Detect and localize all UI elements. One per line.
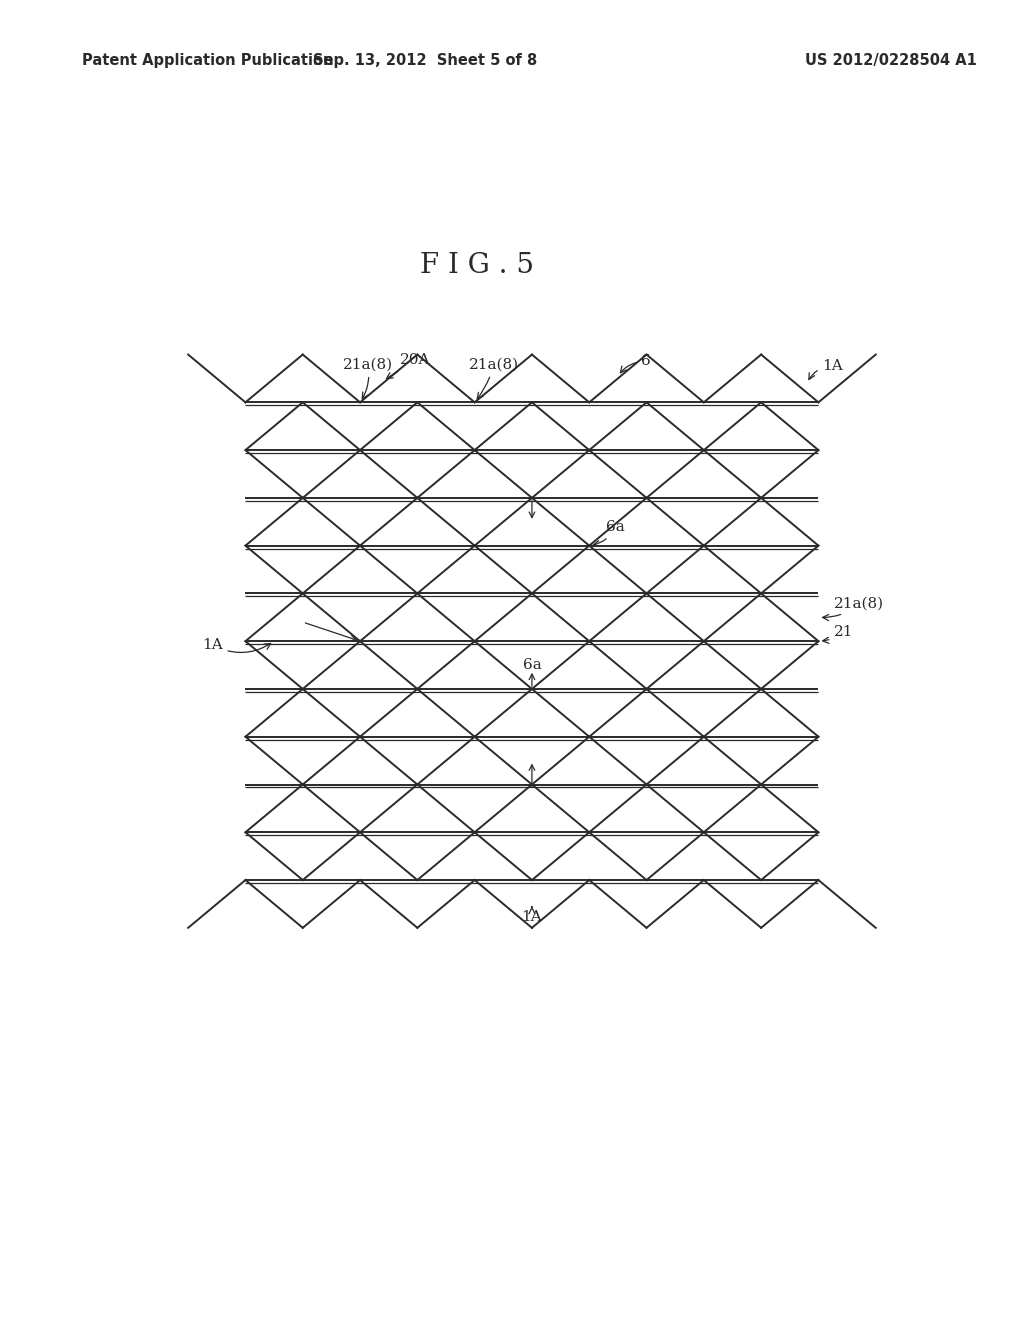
Text: 21a(8): 21a(8)	[343, 358, 393, 399]
Text: 1A: 1A	[809, 359, 843, 380]
Text: F I G . 5: F I G . 5	[420, 252, 535, 279]
Text: 20A: 20A	[386, 354, 431, 379]
Text: 1A: 1A	[521, 907, 543, 924]
Text: 21a(8): 21a(8)	[469, 358, 519, 399]
Text: 6: 6	[621, 354, 650, 372]
Text: 21: 21	[822, 626, 854, 643]
Text: 6a: 6a	[522, 659, 542, 672]
Text: Sep. 13, 2012  Sheet 5 of 8: Sep. 13, 2012 Sheet 5 of 8	[313, 53, 537, 67]
Text: 6a: 6a	[593, 520, 626, 546]
Text: 21a(8): 21a(8)	[822, 597, 885, 620]
Text: Patent Application Publication: Patent Application Publication	[82, 53, 334, 67]
Text: 1A: 1A	[202, 638, 270, 652]
Text: US 2012/0228504 A1: US 2012/0228504 A1	[805, 53, 977, 67]
